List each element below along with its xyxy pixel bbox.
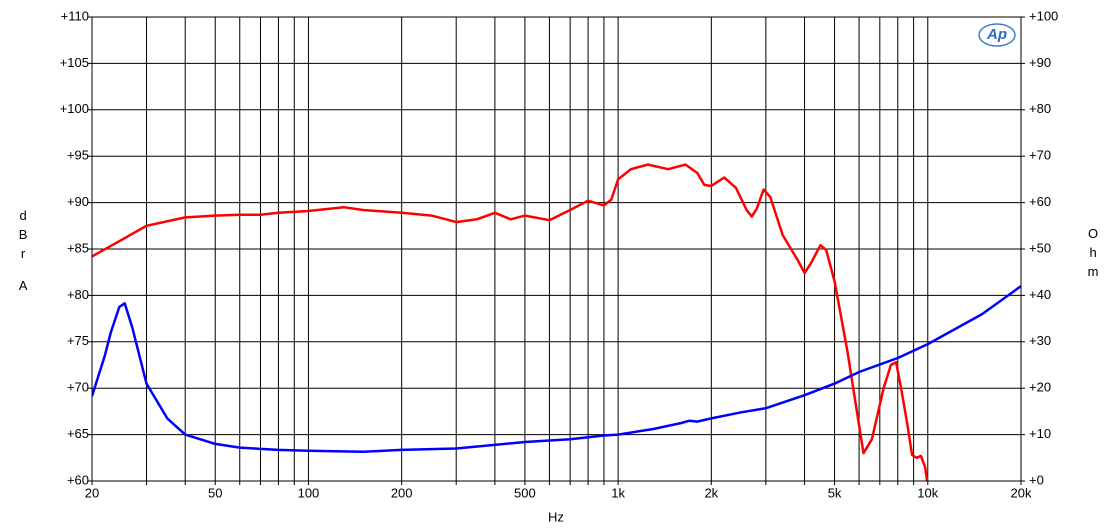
curve bbox=[92, 163, 929, 481]
y-tick-label: +85 bbox=[67, 240, 89, 255]
curves bbox=[92, 163, 1021, 481]
y2-tick-label: +100 bbox=[1029, 8, 1058, 23]
y-axis-label-2: A bbox=[16, 278, 31, 297]
x-tick-label: 2k bbox=[704, 485, 718, 500]
y2-tick-label: +90 bbox=[1029, 55, 1051, 70]
y2-tick-label: +0 bbox=[1029, 472, 1044, 487]
x-tick-label: 20k bbox=[1011, 485, 1032, 500]
y2-tick-label: +70 bbox=[1029, 148, 1051, 163]
y-tick-label: +65 bbox=[67, 426, 89, 441]
x-tick-label: 20 bbox=[85, 485, 99, 500]
x-tick-label: 50 bbox=[208, 485, 222, 500]
y2-tick-label: +60 bbox=[1029, 194, 1051, 209]
y2-tick-label: +30 bbox=[1029, 333, 1051, 348]
y-tick-label: +105 bbox=[60, 55, 89, 70]
y-tick-label: +70 bbox=[67, 380, 89, 395]
grid bbox=[88, 16, 1025, 485]
curve bbox=[92, 285, 1021, 454]
x-tick-label: 1k bbox=[611, 485, 625, 500]
x-axis-label: Hz bbox=[548, 509, 564, 524]
logo: Ap bbox=[986, 26, 1007, 43]
y2-tick-label: +80 bbox=[1029, 101, 1051, 116]
y-tick-label: +60 bbox=[67, 472, 89, 487]
y2-tick-label: +50 bbox=[1029, 240, 1051, 255]
y2-tick-label: +10 bbox=[1029, 426, 1051, 441]
x-tick-label: 200 bbox=[391, 485, 413, 500]
logo-ring bbox=[978, 23, 1016, 47]
y2-tick-label: +40 bbox=[1029, 287, 1051, 302]
plot-frame bbox=[91, 16, 1022, 482]
x-tick-label: 100 bbox=[298, 485, 320, 500]
y-tick-label: +75 bbox=[67, 333, 89, 348]
x-tick-label: 10k bbox=[917, 485, 938, 500]
x-tick-label: 500 bbox=[514, 485, 536, 500]
y-tick-label: +90 bbox=[67, 194, 89, 209]
x-tick-label: 5k bbox=[828, 485, 842, 500]
y-tick-label: +80 bbox=[67, 287, 89, 302]
y-tick-label: +100 bbox=[60, 101, 89, 116]
y-tick-label: +95 bbox=[67, 148, 89, 163]
y2-axis-label: Ohm bbox=[1086, 226, 1101, 283]
y2-tick-label: +20 bbox=[1029, 380, 1051, 395]
y-axis-label: dBr bbox=[16, 208, 31, 265]
y-tick-label: +110 bbox=[61, 8, 89, 23]
